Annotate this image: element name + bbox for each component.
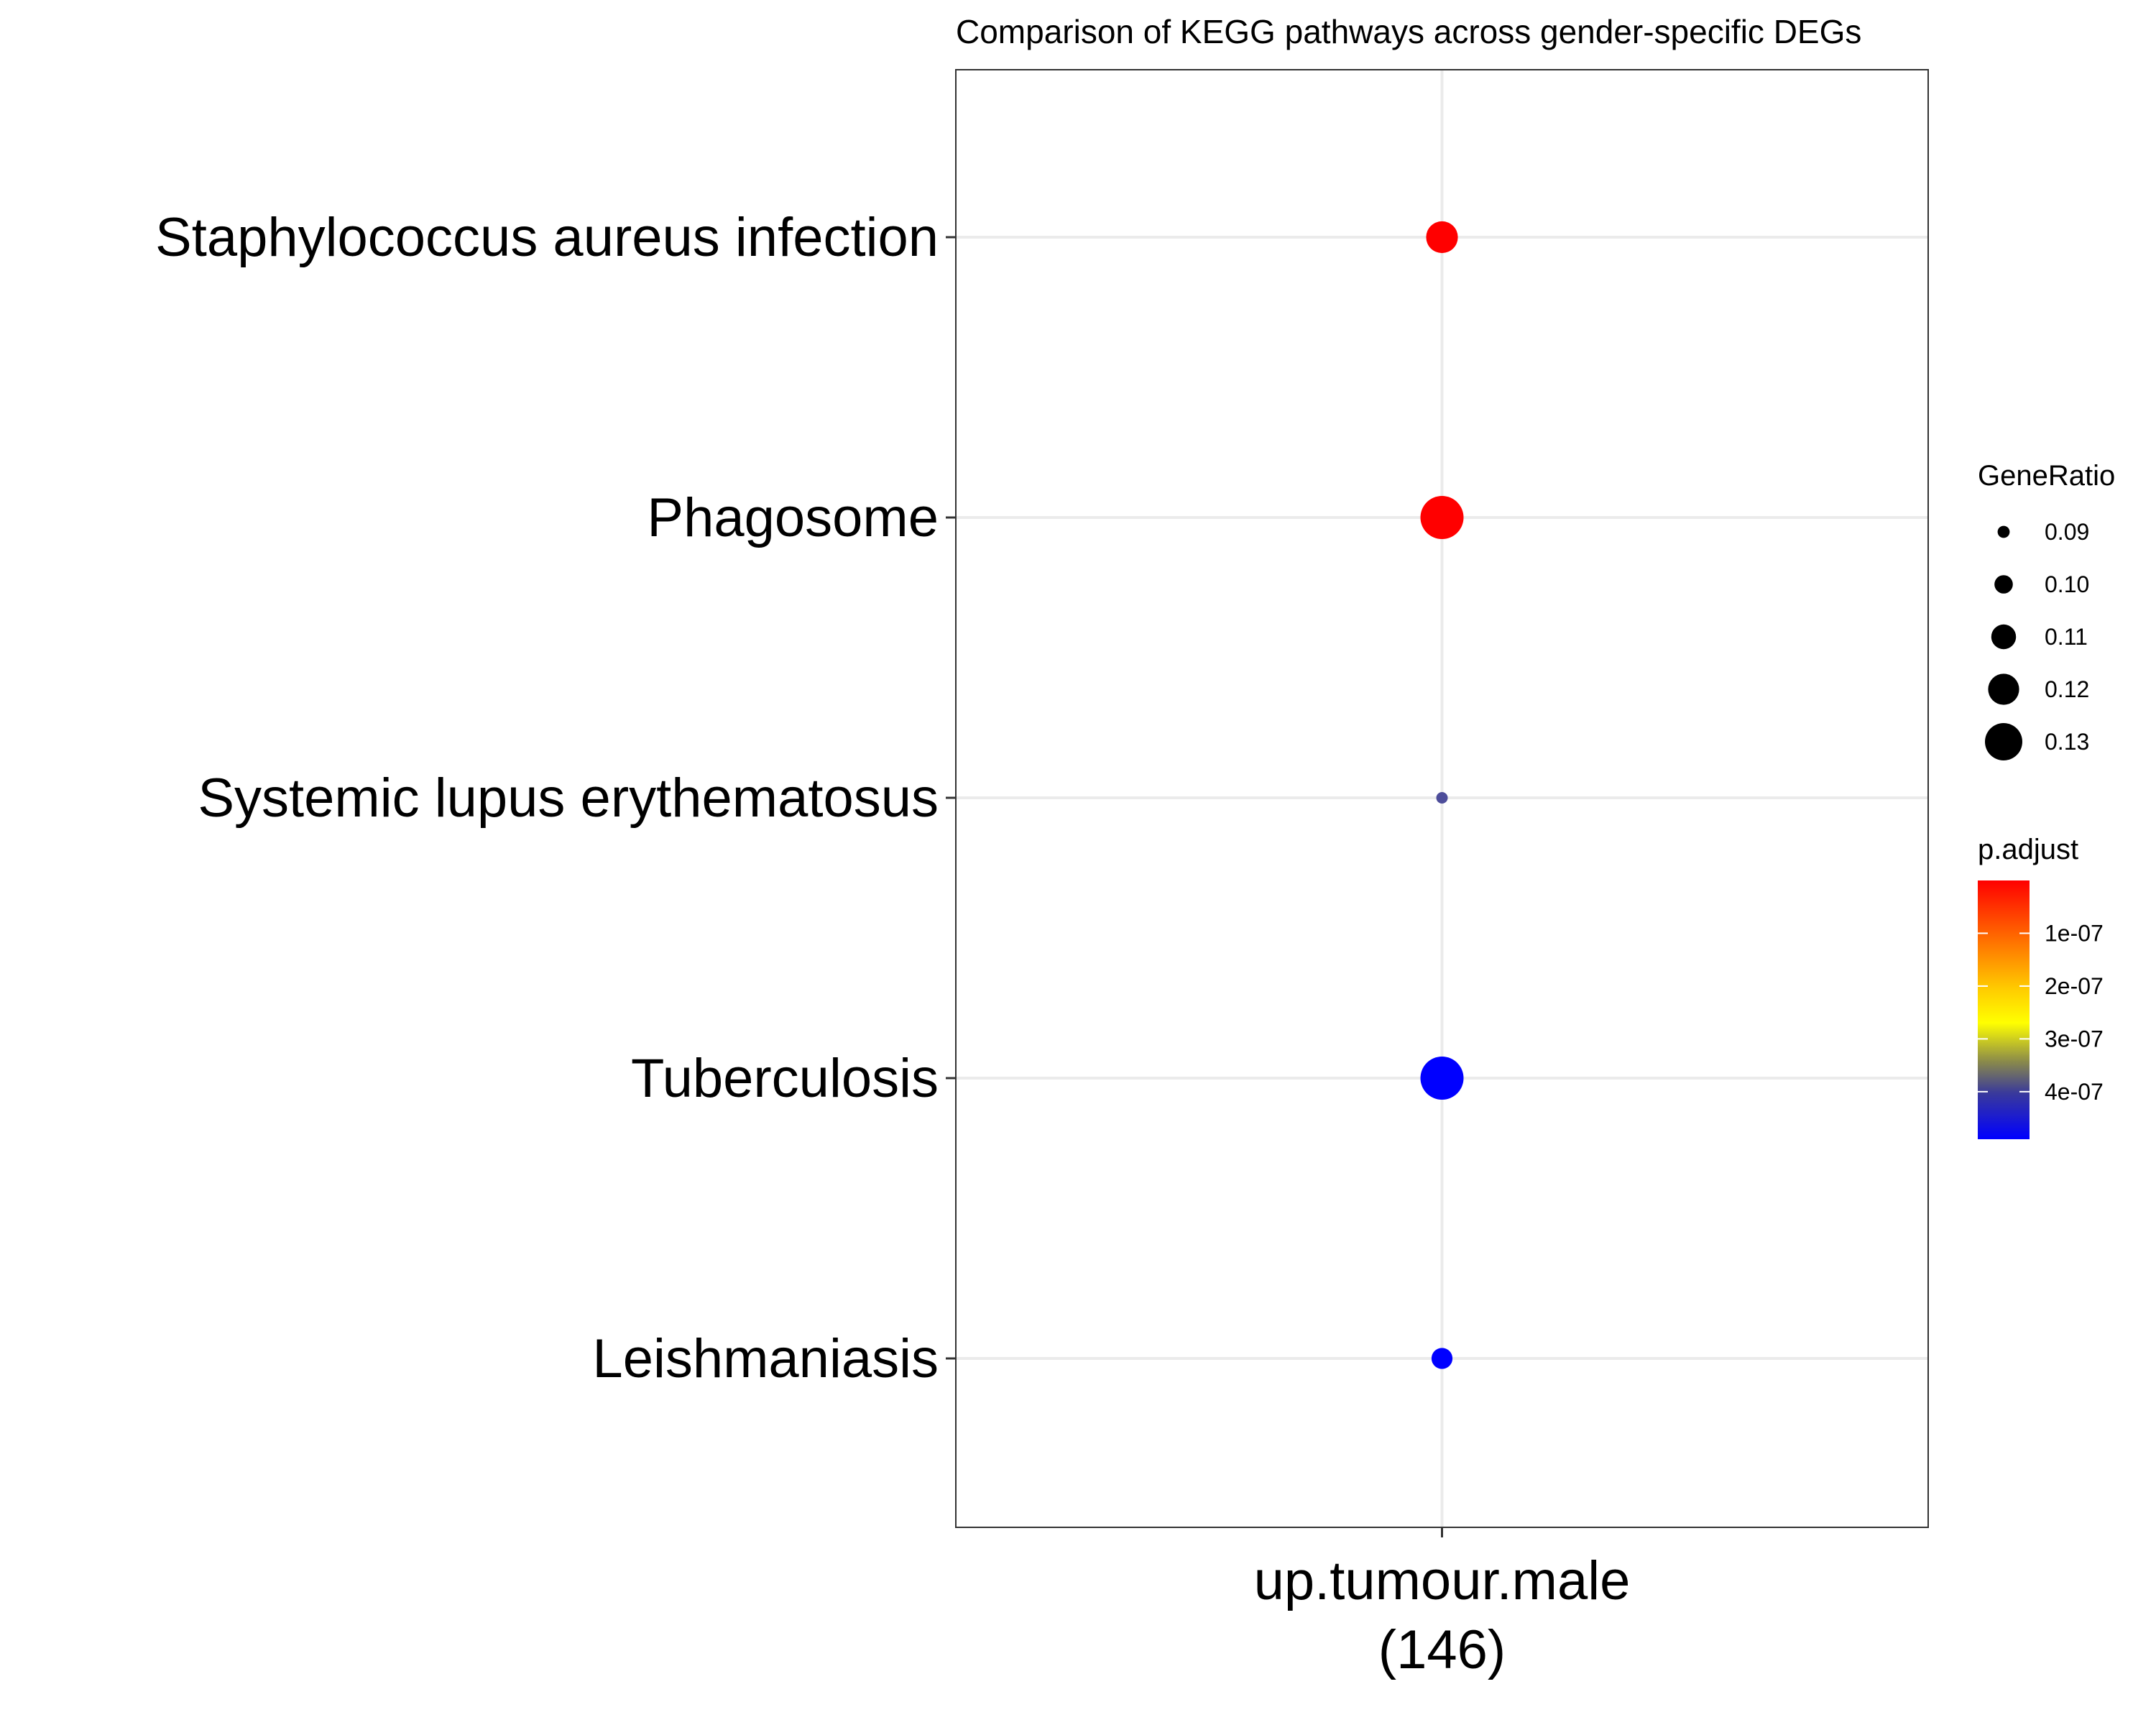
generatio-legend-title: GeneRatio bbox=[1978, 460, 2115, 492]
generatio-legend-items: 0.09 0.10 0.11 0.12 0.13 bbox=[1985, 519, 2089, 760]
generatio-legend-label: 0.12 bbox=[2045, 676, 2089, 702]
generatio-legend-key bbox=[1997, 525, 2010, 538]
colorbar-tick-label: 1e-07 bbox=[2045, 920, 2104, 946]
plot-panel bbox=[955, 69, 1929, 1528]
data-point bbox=[1431, 1348, 1453, 1369]
generatio-legend-key bbox=[1988, 673, 2019, 705]
x-tick-label: up.tumour.male (146) bbox=[1254, 1550, 1631, 1680]
generatio-legend-label: 0.10 bbox=[2045, 571, 2089, 597]
data-points bbox=[1420, 221, 1464, 1369]
padjust-legend: p.adjust 1e-07 2e-07 3e-07 4e-07 bbox=[1978, 834, 2104, 1139]
generatio-legend-label: 0.09 bbox=[2045, 519, 2089, 545]
colorbar-tick-label: 2e-07 bbox=[2045, 973, 2104, 999]
generatio-legend: GeneRatio 0.09 0.10 0.11 0.12 0.13 bbox=[1978, 460, 2115, 760]
data-point bbox=[1420, 496, 1464, 539]
generatio-legend-label: 0.13 bbox=[2045, 729, 2089, 755]
padjust-legend-title: p.adjust bbox=[1978, 834, 2078, 865]
y-tick-label: Staphylococcus aureus infection bbox=[155, 207, 939, 268]
data-point bbox=[1420, 1057, 1464, 1100]
x-axis: up.tumour.male (146) bbox=[1254, 1527, 1631, 1680]
y-tick-label: Tuberculosis bbox=[631, 1048, 939, 1109]
padjust-colorbar bbox=[1978, 880, 2030, 1139]
y-axis: Staphylococcus aureus infection Phagosome… bbox=[155, 207, 956, 1389]
y-tick-label: Phagosome bbox=[647, 487, 939, 548]
y-tick-label: Leishmaniasis bbox=[592, 1328, 939, 1389]
chart-title: Comparison of KEGG pathways across gende… bbox=[956, 13, 1861, 50]
y-tick-label: Systemic lupus erythematosus bbox=[198, 768, 939, 829]
generatio-legend-key bbox=[1994, 575, 2013, 594]
colorbar-tick-label: 4e-07 bbox=[2045, 1079, 2104, 1105]
generatio-legend-key bbox=[1985, 723, 2022, 760]
generatio-legend-label: 0.11 bbox=[2045, 624, 2088, 650]
data-point bbox=[1426, 221, 1458, 254]
data-point bbox=[1436, 792, 1448, 804]
generatio-legend-key bbox=[1991, 624, 2017, 650]
colorbar-tick-label: 3e-07 bbox=[2045, 1026, 2104, 1052]
padjust-colorbar-ticks: 1e-07 2e-07 3e-07 4e-07 bbox=[1978, 920, 2104, 1105]
